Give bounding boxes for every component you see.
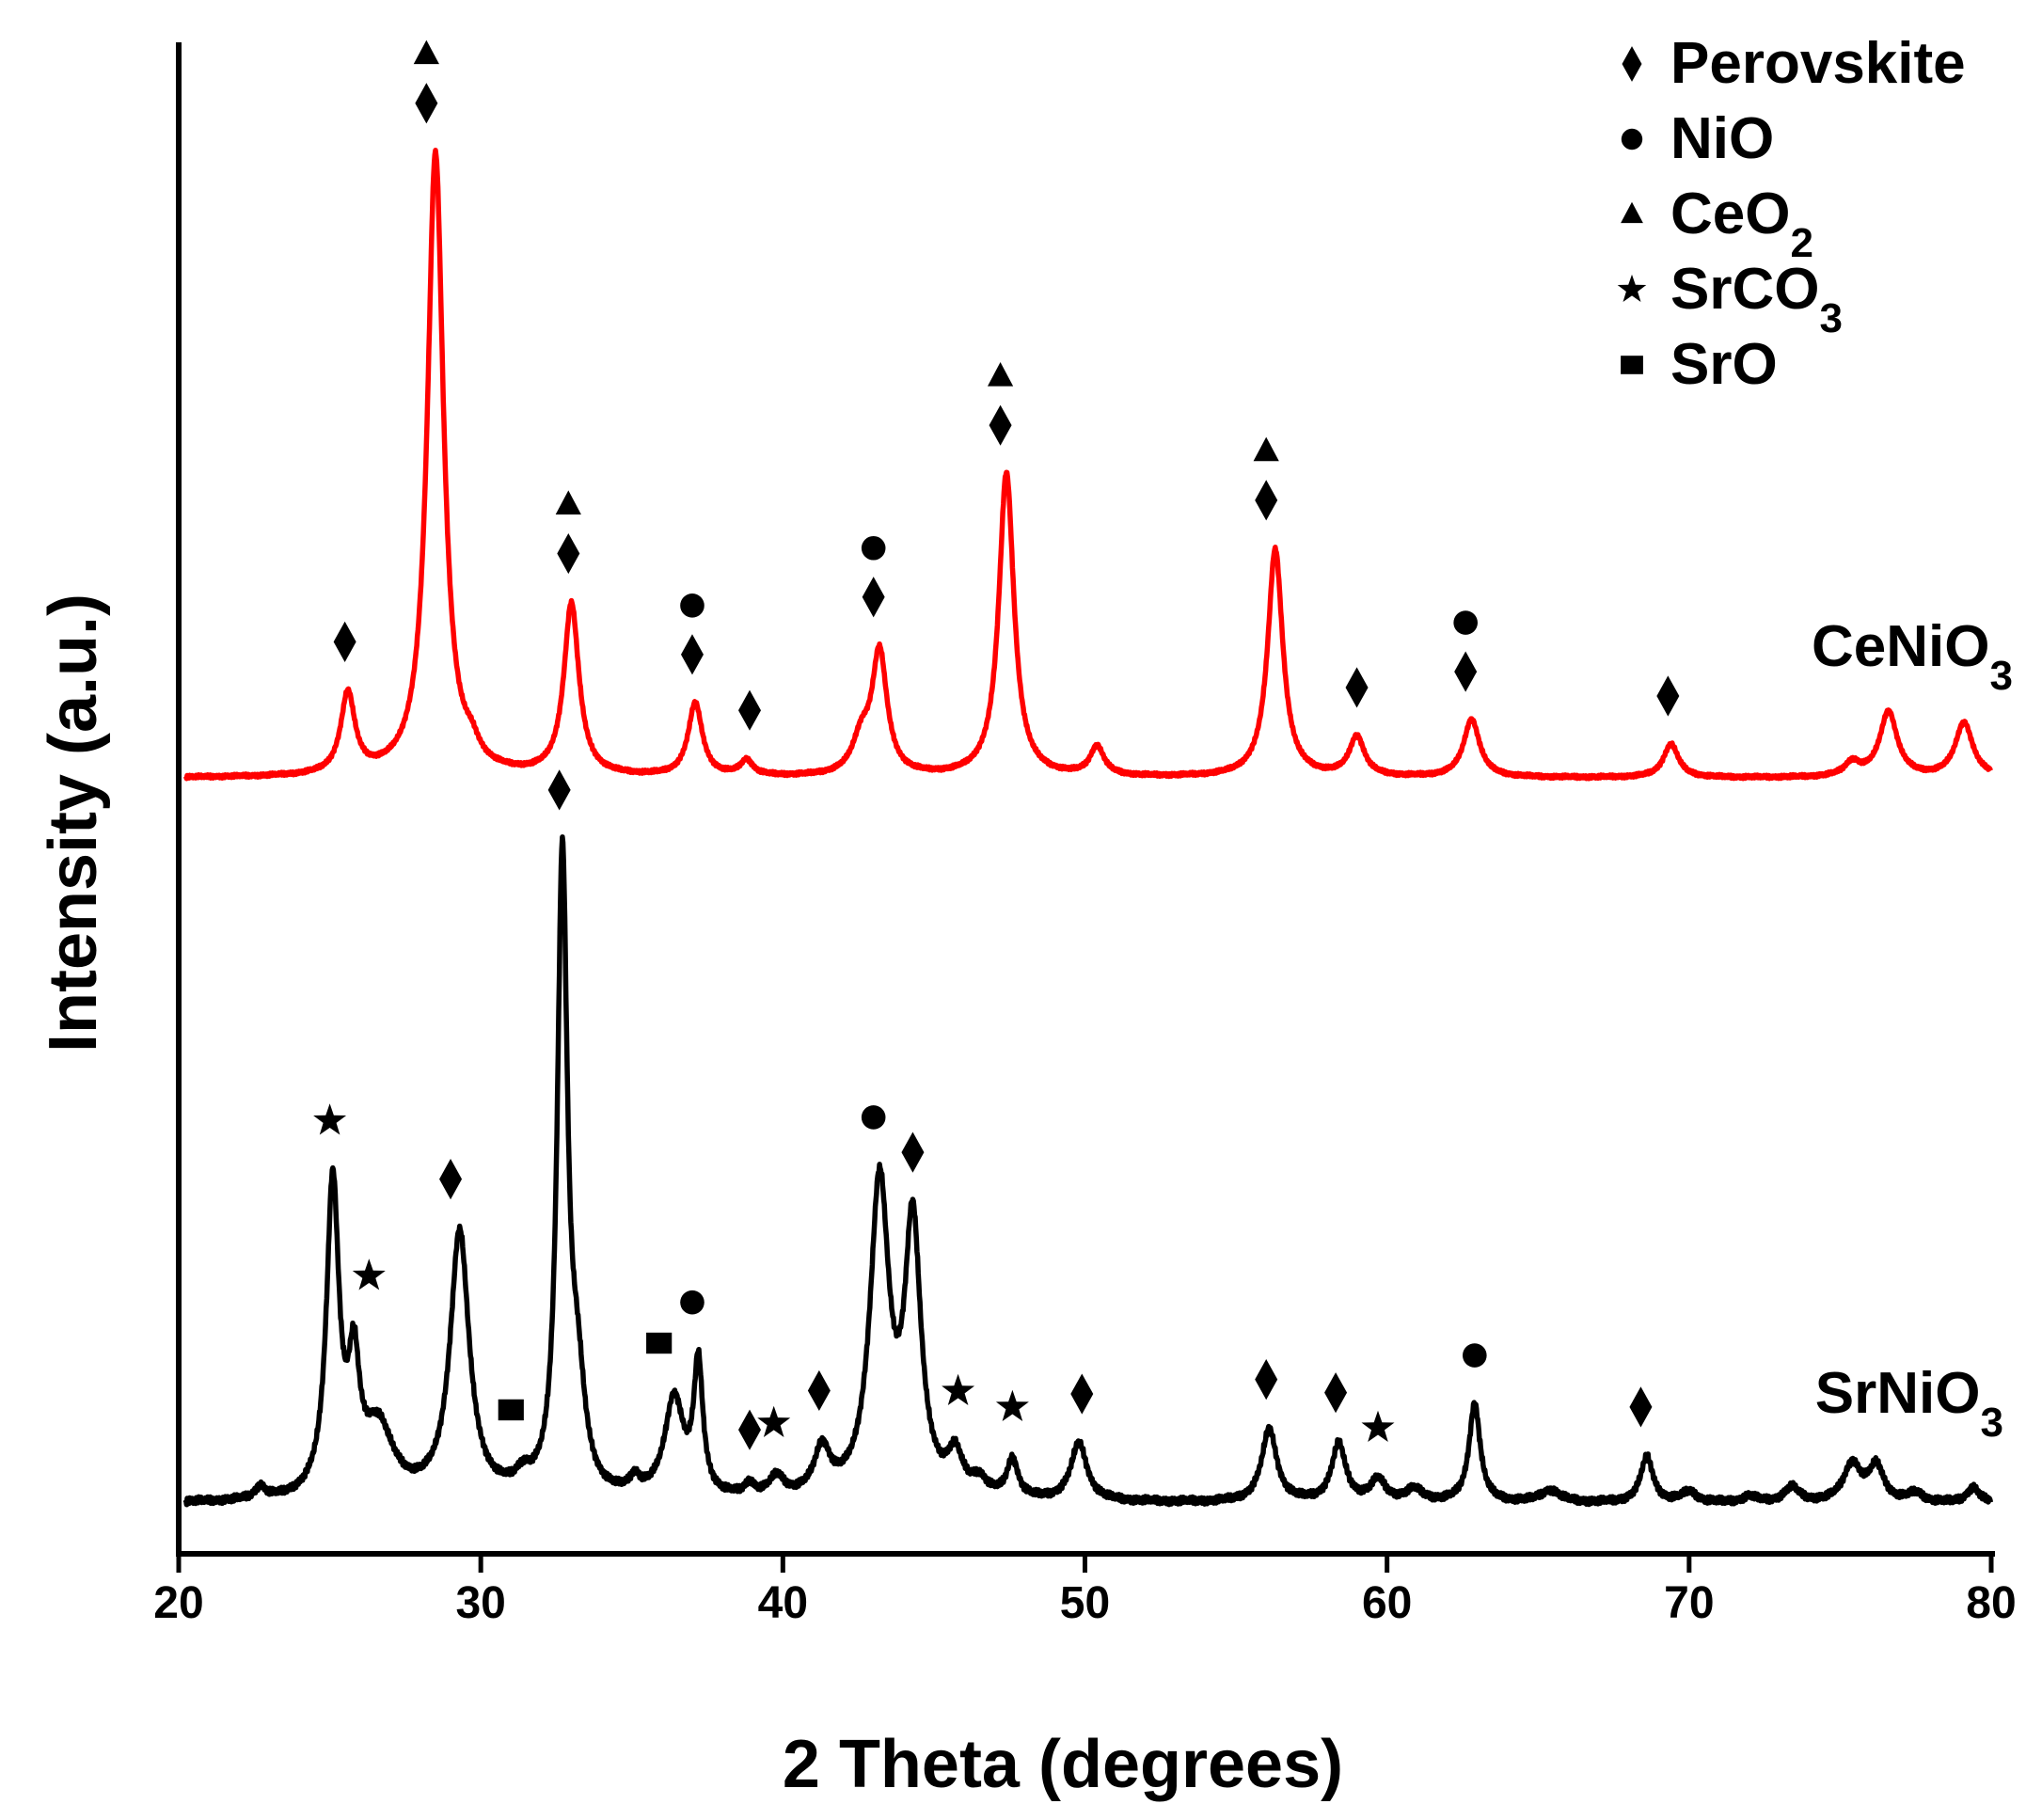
diamond-icon xyxy=(1629,1386,1653,1428)
diamond-icon xyxy=(1324,1372,1348,1414)
star-icon xyxy=(942,1373,975,1405)
circle-icon xyxy=(680,1290,704,1315)
diamond-icon xyxy=(439,1159,463,1200)
circle-icon xyxy=(861,1105,886,1130)
square-icon xyxy=(498,1399,524,1421)
triangle-icon xyxy=(1253,436,1279,462)
diamond-icon xyxy=(680,634,704,675)
x-tick-label: 20 xyxy=(153,1578,203,1628)
plot-area xyxy=(182,40,1994,1508)
diamond-icon xyxy=(557,532,580,575)
series-label-1: SrNiO3 xyxy=(1815,1361,2003,1446)
circle-icon xyxy=(1463,1343,1487,1368)
legend-entry-label: Perovskite xyxy=(1670,31,1966,96)
square-icon xyxy=(1621,356,1643,374)
star-icon xyxy=(1361,1410,1395,1442)
peak-markers-0 xyxy=(333,40,1680,731)
legend-entry-label: SrO xyxy=(1670,332,1778,397)
star-icon xyxy=(995,1389,1029,1421)
circle-icon xyxy=(680,593,704,618)
x-tick-label: 80 xyxy=(1966,1578,2016,1628)
x-tick-label: 30 xyxy=(455,1578,505,1628)
circle-icon xyxy=(861,535,886,561)
series-line-0 xyxy=(182,148,1993,782)
circle-icon xyxy=(1621,128,1643,150)
square-icon xyxy=(646,1332,673,1354)
diamond-icon xyxy=(1255,480,1278,521)
triangle-icon xyxy=(555,490,581,514)
star-icon xyxy=(313,1103,347,1135)
x-axis-title: 2 Theta (degrees) xyxy=(783,1727,1343,1802)
diamond-icon xyxy=(1656,675,1680,717)
peak-markers-1 xyxy=(313,769,1653,1450)
legend-entry-label: SrCO3 xyxy=(1670,257,1843,341)
x-tick-label: 60 xyxy=(1362,1578,1412,1628)
star-icon xyxy=(352,1258,386,1290)
diamond-icon xyxy=(1255,1359,1278,1401)
diamond-icon xyxy=(989,404,1012,446)
triangle-icon xyxy=(1621,201,1643,224)
diamond-icon xyxy=(862,577,885,618)
series-labels: CeNiO3 SrNiO3 xyxy=(1812,614,2013,1446)
legend-entry-label: NiO xyxy=(1670,106,1774,171)
star-icon xyxy=(1617,274,1647,302)
diamond-icon xyxy=(333,621,356,662)
x-ticks: 20 30 40 50 60 70 80 xyxy=(153,1554,2017,1628)
triangle-icon xyxy=(987,361,1014,387)
diamond-icon xyxy=(738,689,762,731)
x-tick-label: 70 xyxy=(1664,1578,1714,1628)
series-label-0: CeNiO3 xyxy=(1812,614,2013,699)
diamond-icon xyxy=(1070,1373,1094,1415)
diamond-icon xyxy=(738,1409,762,1450)
diamond-icon xyxy=(415,83,438,124)
circle-icon xyxy=(1453,610,1478,635)
y-axis-title: Intensity (a.u.) xyxy=(36,593,111,1052)
x-tick-label: 40 xyxy=(758,1578,808,1628)
diamond-icon xyxy=(1622,46,1642,82)
legend-entry-label: CeO2 xyxy=(1670,182,1813,266)
diamond-icon xyxy=(547,769,571,811)
x-tick-label: 50 xyxy=(1060,1578,1110,1628)
diamond-icon xyxy=(1454,651,1478,692)
star-icon xyxy=(757,1405,791,1437)
diamond-icon xyxy=(1345,667,1369,708)
triangle-icon xyxy=(413,40,439,65)
diamond-icon xyxy=(807,1369,831,1412)
series-line-1 xyxy=(182,834,1994,1508)
diamond-icon xyxy=(901,1132,925,1173)
